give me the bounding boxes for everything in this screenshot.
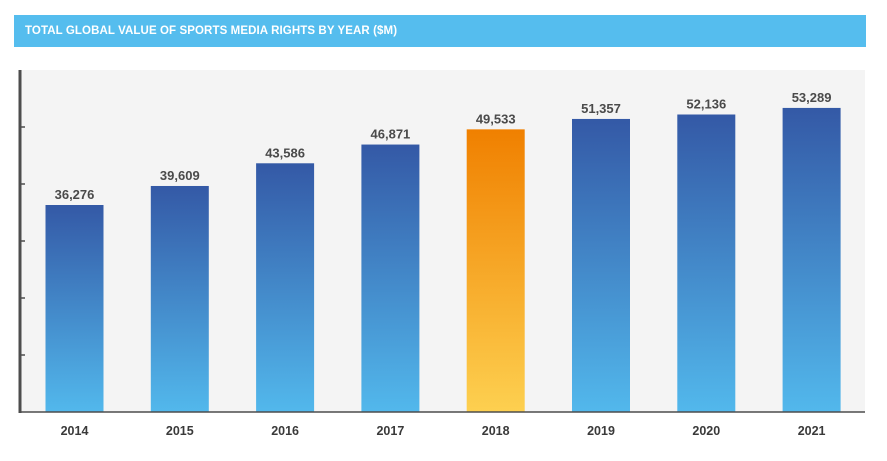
bar-2021 <box>782 107 841 413</box>
data-label-2018: 49,533 <box>476 111 516 126</box>
x-tick-label-2017: 2017 <box>376 424 404 438</box>
x-tick-label-2016: 2016 <box>271 424 299 438</box>
bar-2015 <box>150 185 209 412</box>
bar-2014 <box>45 205 104 412</box>
x-tick-label-2019: 2019 <box>587 424 615 438</box>
bar-2020 <box>677 114 736 412</box>
bar-2019 <box>572 118 630 412</box>
data-label-2020: 52,136 <box>686 96 726 111</box>
x-tick-label-2014: 2014 <box>61 424 89 438</box>
data-label-2021: 53,289 <box>792 90 832 105</box>
x-tick-label-2018: 2018 <box>482 424 510 438</box>
data-label-2016: 43,586 <box>265 145 305 160</box>
data-label-2017: 46,871 <box>371 127 411 142</box>
bar-2016 <box>256 163 315 412</box>
x-tick-label-2015: 2015 <box>166 424 194 438</box>
plot-background <box>20 70 865 412</box>
data-label-2015: 39,609 <box>160 168 200 183</box>
x-tick-label-2021: 2021 <box>798 424 826 438</box>
bar-2018 <box>466 129 525 412</box>
x-tick-label-2020: 2020 <box>692 424 720 438</box>
chart-title: TOTAL GLOBAL VALUE OF SPORTS MEDIA RIGHT… <box>25 25 398 37</box>
bar-2017 <box>361 144 420 412</box>
data-label-2014: 36,276 <box>55 187 95 202</box>
data-label-2019: 51,357 <box>581 101 621 116</box>
chart-header-bar: TOTAL GLOBAL VALUE OF SPORTS MEDIA RIGHT… <box>14 15 866 47</box>
